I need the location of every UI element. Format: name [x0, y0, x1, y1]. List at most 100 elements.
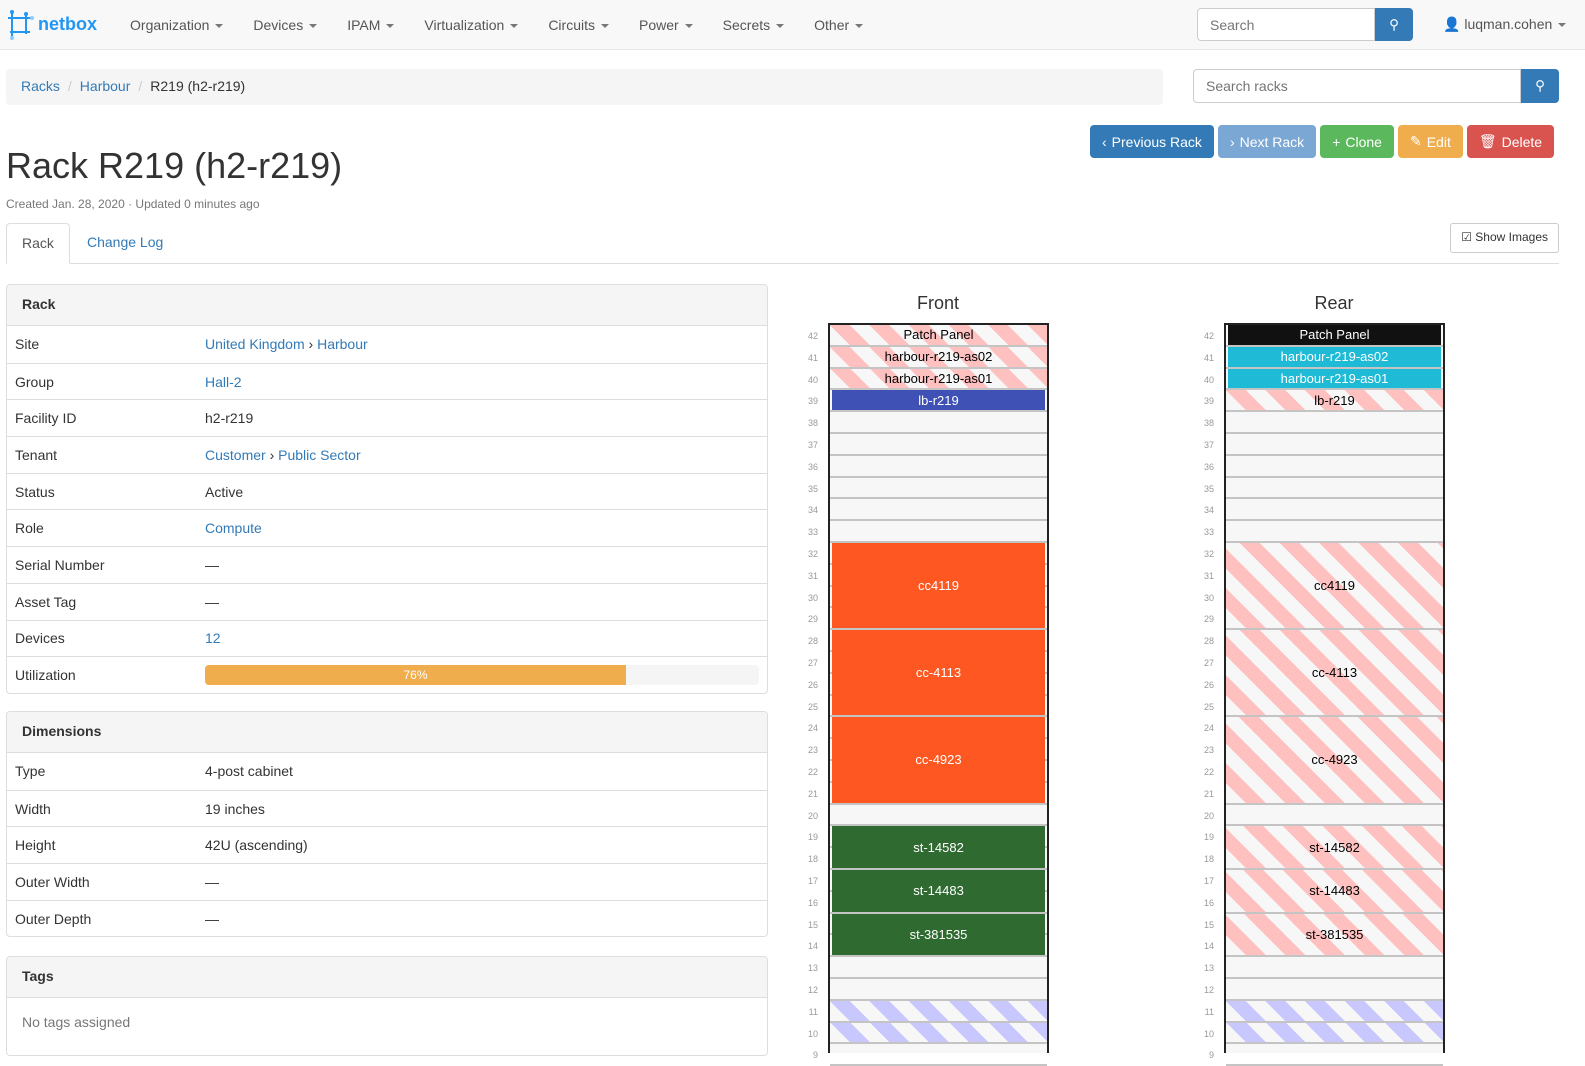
- nav-menu-organization[interactable]: Organization: [115, 17, 238, 33]
- plus-icon: +: [1332, 133, 1341, 150]
- rack-unit-slot[interactable]: [830, 499, 1047, 522]
- row-value[interactable]: Compute: [205, 520, 262, 537]
- tab-change-log[interactable]: Change Log: [87, 234, 164, 250]
- row-label: Asset Tag: [15, 593, 77, 610]
- row-value[interactable]: Public Sector: [278, 446, 361, 463]
- rack-search-button[interactable]: ⚲: [1521, 69, 1559, 103]
- unit-number: 31: [807, 570, 818, 581]
- device-st-381535[interactable]: st-381535: [1226, 913, 1443, 958]
- device-Patch Panel[interactable]: Patch Panel: [830, 325, 1047, 347]
- rack-unit-slot[interactable]: [830, 805, 1047, 827]
- rack-unit-slot[interactable]: [830, 412, 1047, 434]
- unit-number: 26: [807, 679, 818, 690]
- rack-unit-slot[interactable]: [830, 434, 1047, 456]
- device-st-381535[interactable]: st-381535: [832, 913, 1045, 958]
- previous-rack-button[interactable]: ‹ Previous Rack: [1090, 125, 1214, 158]
- nav-menu-other[interactable]: Other: [799, 17, 878, 33]
- device-st-14483[interactable]: st-14483: [1226, 870, 1443, 914]
- rack-search-input[interactable]: [1193, 69, 1521, 103]
- delete-button[interactable]: 🗑 Delete: [1466, 125, 1555, 158]
- rack-unit-slot[interactable]: [1226, 521, 1443, 543]
- rack-unit-slot[interactable]: [830, 521, 1047, 543]
- rack-unit-slot[interactable]: [1226, 412, 1443, 434]
- rack-unit-slot[interactable]: [830, 957, 1047, 979]
- device-lb-r219[interactable]: lb-r219: [832, 390, 1045, 413]
- button-label: Clone: [1345, 133, 1382, 150]
- device-harbour-r219-as02[interactable]: harbour-r219-as02: [830, 346, 1047, 369]
- breadcrumb: Racks / Harbour / R219 (h2-r219): [6, 69, 1163, 105]
- netbox-logo[interactable]: netbox: [6, 9, 97, 40]
- device-lb-r219[interactable]: lb-r219: [1226, 390, 1443, 413]
- device-st-14582[interactable]: st-14582: [832, 826, 1045, 870]
- row-label: Devices: [15, 630, 65, 647]
- nav-menu-virtualization[interactable]: Virtualization: [409, 17, 533, 33]
- unit-number: 21: [807, 788, 818, 799]
- user-menu[interactable]: 👤 luqman.cohen: [1443, 16, 1567, 33]
- rack-unit-slot[interactable]: [1226, 478, 1443, 500]
- device-harbour-r219-as02[interactable]: harbour-r219-as02: [1228, 346, 1441, 369]
- row-label: Role: [15, 520, 44, 537]
- device-cc-4113[interactable]: cc-4113: [832, 630, 1045, 718]
- row-value[interactable]: Customer: [205, 446, 266, 463]
- rack-unit-slot[interactable]: [1226, 805, 1443, 827]
- rack-unit-slot[interactable]: [1226, 1044, 1443, 1066]
- button-label: Next Rack: [1239, 133, 1305, 150]
- rack-unit-slot[interactable]: [1226, 456, 1443, 478]
- device-st-14582[interactable]: st-14582: [1226, 826, 1443, 870]
- rack-unit-slot[interactable]: [1226, 979, 1443, 1001]
- elevation-title: Rear: [1314, 293, 1354, 313]
- rack-panel: Rack Site United Kingdom › Harbour Group Ha…: [6, 284, 768, 694]
- edit-button[interactable]: ✎ Edit: [1397, 125, 1463, 158]
- utilization-row: Utilization 76%: [7, 656, 767, 693]
- nav-menu-secrets[interactable]: Secrets: [708, 17, 799, 33]
- nav-menu-circuits[interactable]: Circuits: [533, 17, 624, 33]
- global-search-button[interactable]: ⚲: [1375, 8, 1413, 41]
- breadcrumb-racks[interactable]: Racks: [21, 78, 60, 94]
- unit-number: 27: [807, 658, 818, 668]
- unit-number: 19: [1203, 832, 1214, 843]
- chevron-down-icon: [215, 23, 224, 28]
- clone-button[interactable]: + Clone: [1320, 125, 1394, 158]
- rack-unit-slot[interactable]: [830, 979, 1047, 1001]
- next-rack-button[interactable]: › Next Rack: [1217, 125, 1317, 158]
- rack-row-serial-number: Serial Number —: [7, 546, 767, 583]
- rack-unit-slot[interactable]: [1226, 499, 1443, 522]
- nav-menu-power[interactable]: Power: [624, 17, 708, 33]
- button-label: Delete: [1501, 133, 1543, 150]
- tab-rack[interactable]: Rack: [6, 223, 70, 264]
- device-cc4119[interactable]: cc4119: [1226, 543, 1443, 631]
- unit-number: 24: [807, 723, 818, 734]
- chevron-down-icon: [776, 23, 785, 28]
- device-cc4119[interactable]: cc4119: [832, 543, 1045, 631]
- unit-number: 16: [807, 897, 818, 908]
- device-st-14483[interactable]: st-14483: [832, 870, 1045, 914]
- breadcrumb-site[interactable]: Harbour: [79, 78, 131, 94]
- row-label: Height: [15, 837, 56, 854]
- row-value[interactable]: United Kingdom: [205, 336, 305, 353]
- nav-menu-ipam[interactable]: IPAM: [332, 17, 409, 33]
- rack-unit-slot[interactable]: [1226, 957, 1443, 979]
- rack-unit-slot[interactable]: [830, 478, 1047, 500]
- nav-menu-devices[interactable]: Devices: [238, 17, 332, 33]
- row-value[interactable]: Harbour: [317, 336, 368, 353]
- rack-unit-slot[interactable]: [830, 456, 1047, 478]
- page-title: Rack R219 (h2-r219): [6, 145, 343, 186]
- device-harbour-r219-as01[interactable]: harbour-r219-as01: [1228, 368, 1441, 391]
- device-harbour-r219-as01[interactable]: harbour-r219-as01: [830, 368, 1047, 391]
- show-images-button[interactable]: ☑ Show Images: [1450, 223, 1559, 253]
- rack-unit-slot[interactable]: [1226, 434, 1443, 456]
- device-cc-4923[interactable]: cc-4923: [832, 717, 1045, 805]
- nav-menu-label: Circuits: [548, 16, 595, 33]
- rack-unit-slot[interactable]: [830, 1044, 1047, 1066]
- row-value[interactable]: 12: [205, 630, 221, 647]
- device-cc-4923[interactable]: cc-4923: [1226, 717, 1443, 805]
- elevation-title: Front: [916, 293, 959, 313]
- unit-number: 42: [807, 331, 818, 341]
- unit-number: 12: [807, 985, 818, 995]
- unit-number: 10: [807, 1028, 818, 1039]
- global-search-input[interactable]: [1197, 8, 1375, 41]
- row-value[interactable]: Hall-2: [205, 373, 242, 390]
- device-cc-4113[interactable]: cc-4113: [1226, 630, 1443, 718]
- unit-number: 27: [1203, 658, 1214, 668]
- device-Patch Panel[interactable]: Patch Panel: [1228, 325, 1441, 347]
